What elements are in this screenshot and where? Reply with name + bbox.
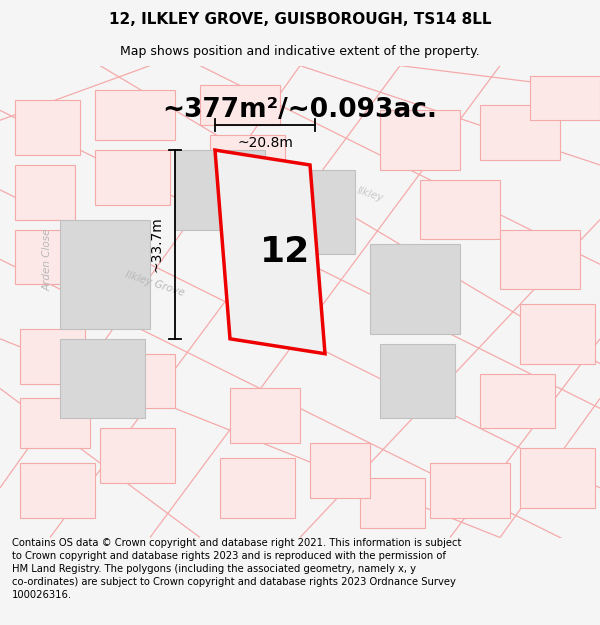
Polygon shape — [215, 150, 325, 354]
Polygon shape — [360, 478, 425, 528]
Polygon shape — [520, 304, 595, 364]
Text: 12: 12 — [260, 235, 310, 269]
Polygon shape — [100, 428, 175, 483]
Polygon shape — [95, 150, 170, 205]
Polygon shape — [230, 389, 300, 443]
Polygon shape — [500, 229, 580, 289]
Text: Ilkley Grove: Ilkley Grove — [124, 270, 186, 299]
Polygon shape — [95, 91, 175, 140]
Polygon shape — [430, 463, 510, 518]
Text: ~377m²/~0.093ac.: ~377m²/~0.093ac. — [163, 98, 437, 123]
Text: Map shows position and indicative extent of the property.: Map shows position and indicative extent… — [120, 45, 480, 58]
Text: Arden Close: Arden Close — [43, 228, 53, 291]
Polygon shape — [20, 329, 85, 384]
Polygon shape — [370, 244, 460, 334]
Text: Ilkley: Ilkley — [355, 186, 385, 204]
Polygon shape — [270, 170, 355, 254]
Text: Contains OS data © Crown copyright and database right 2021. This information is : Contains OS data © Crown copyright and d… — [12, 538, 461, 600]
Polygon shape — [480, 106, 560, 160]
Text: 12, ILKLEY GROVE, GUISBOROUGH, TS14 8LL: 12, ILKLEY GROVE, GUISBOROUGH, TS14 8LL — [109, 12, 491, 27]
Text: ~33.7m: ~33.7m — [150, 217, 164, 272]
Polygon shape — [15, 101, 80, 155]
Text: ~20.8m: ~20.8m — [237, 136, 293, 150]
Polygon shape — [480, 374, 555, 428]
Polygon shape — [15, 229, 70, 284]
Polygon shape — [210, 135, 285, 180]
Polygon shape — [380, 111, 460, 170]
Polygon shape — [60, 339, 145, 418]
Polygon shape — [60, 219, 150, 329]
Polygon shape — [175, 150, 265, 229]
Polygon shape — [520, 448, 595, 508]
Polygon shape — [20, 398, 90, 448]
Polygon shape — [200, 86, 280, 125]
Polygon shape — [310, 443, 370, 498]
Polygon shape — [20, 463, 95, 518]
Polygon shape — [105, 354, 175, 408]
Polygon shape — [380, 344, 455, 418]
Polygon shape — [15, 165, 75, 219]
Polygon shape — [220, 458, 295, 518]
Polygon shape — [530, 76, 600, 120]
Polygon shape — [420, 180, 500, 239]
